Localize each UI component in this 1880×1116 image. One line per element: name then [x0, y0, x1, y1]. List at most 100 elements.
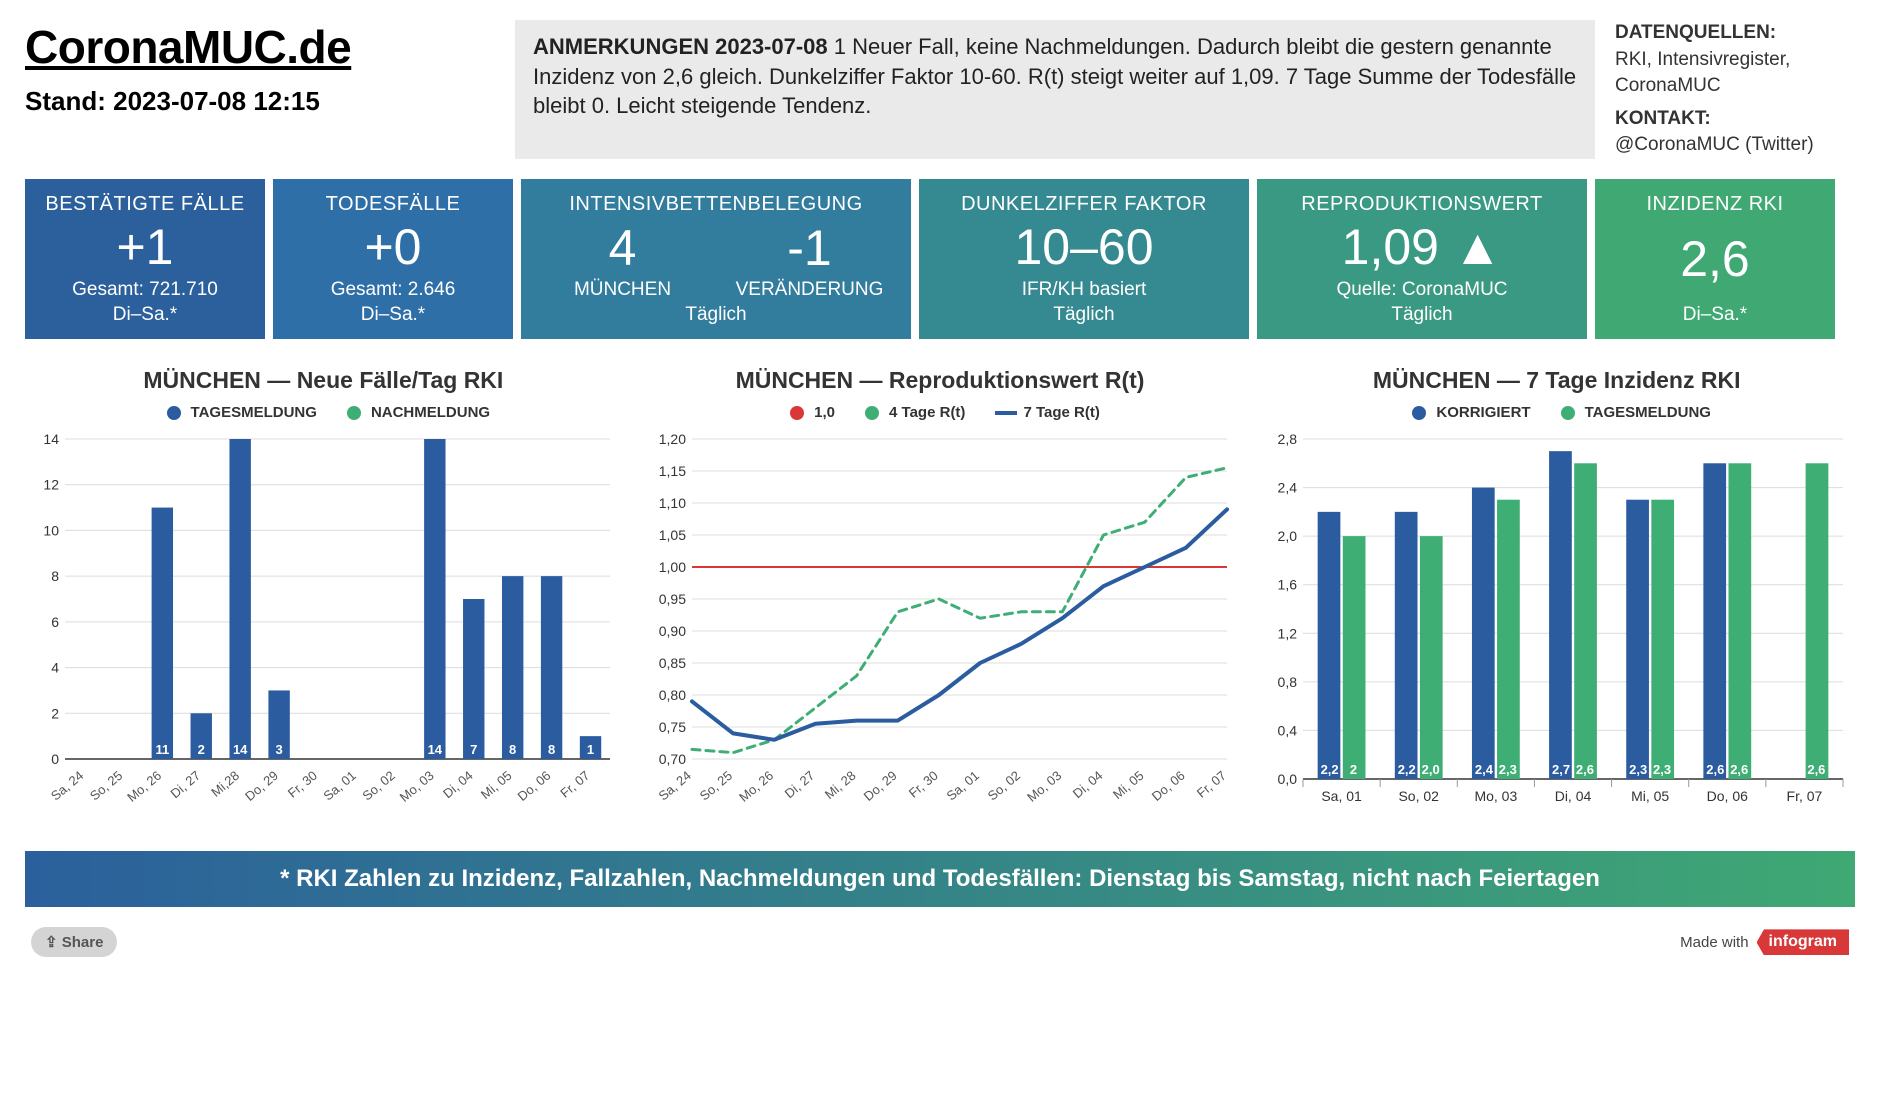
svg-text:8: 8 — [51, 568, 59, 584]
chart-rt-title: MÜNCHEN — Reproduktionswert R(t) — [642, 367, 1239, 394]
svg-text:Mo, 26: Mo, 26 — [736, 768, 776, 805]
stand-label: Stand: 2023-07-08 12:15 — [25, 86, 495, 117]
svg-text:4: 4 — [51, 660, 59, 676]
svg-text:Di, 04: Di, 04 — [1555, 788, 1592, 804]
svg-text:2,0: 2,0 — [1278, 528, 1298, 544]
svg-text:Mi, 05: Mi, 05 — [1110, 768, 1147, 802]
svg-text:0,75: 0,75 — [658, 719, 685, 735]
stat-card-1: TODESFÄLLE+0Gesamt: 2.646Di–Sa.* — [273, 179, 513, 339]
svg-text:Mo, 03: Mo, 03 — [397, 768, 437, 805]
svg-text:Do, 29: Do, 29 — [860, 768, 899, 804]
chart-rt-legend: 1,04 Tage R(t)7 Tage R(t) — [642, 404, 1239, 421]
svg-text:Di, 27: Di, 27 — [781, 768, 817, 801]
header-row: CoronaMUC.de Stand: 2023-07-08 12:15 ANM… — [25, 20, 1855, 159]
svg-text:Mo, 03: Mo, 03 — [1024, 768, 1064, 805]
stat-card-4: REPRODUKTIONSWERT1,09 ▲Quelle: CoronaMUC… — [1257, 179, 1587, 339]
svg-text:Di, 04: Di, 04 — [1069, 768, 1105, 801]
svg-text:Do, 29: Do, 29 — [242, 768, 281, 804]
svg-text:2: 2 — [1350, 762, 1357, 777]
svg-text:2,3: 2,3 — [1653, 762, 1671, 777]
infogram-logo[interactable]: infogram — [1757, 929, 1849, 955]
svg-text:1,10: 1,10 — [658, 495, 685, 511]
title-block: CoronaMUC.de Stand: 2023-07-08 12:15 — [25, 20, 495, 159]
contact-value: @CoronaMUC (Twitter) — [1615, 132, 1855, 159]
svg-text:0,8: 0,8 — [1278, 674, 1298, 690]
svg-text:2: 2 — [198, 742, 205, 757]
svg-text:0,70: 0,70 — [658, 751, 685, 767]
sources-value: RKI, Intensivregister, CoronaMUC — [1615, 47, 1855, 100]
svg-text:1,6: 1,6 — [1278, 577, 1298, 593]
chart-cases-legend: TAGESMELDUNGNACHMELDUNG — [25, 404, 622, 421]
share-icon: ⇪ — [45, 934, 58, 951]
svg-text:2,7: 2,7 — [1552, 762, 1570, 777]
sources-box: DATENQUELLEN: RKI, Intensivregister, Cor… — [1615, 20, 1855, 159]
svg-text:So, 02: So, 02 — [1399, 788, 1440, 804]
svg-text:2,6: 2,6 — [1707, 762, 1725, 777]
share-label: Share — [62, 934, 104, 951]
chart-rt: 0,700,750,800,850,900,951,001,051,101,15… — [642, 429, 1237, 829]
svg-text:8: 8 — [548, 742, 555, 757]
svg-text:2,6: 2,6 — [1808, 762, 1826, 777]
svg-text:Mi, 05: Mi, 05 — [1631, 788, 1669, 804]
svg-text:Sa, 01: Sa, 01 — [320, 768, 358, 804]
stat-card-2: INTENSIVBETTENBELEGUNG4MÜNCHEN-1VERÄNDER… — [521, 179, 911, 339]
svg-text:8: 8 — [509, 742, 516, 757]
footnote-text: * RKI Zahlen zu Inzidenz, Fallzahlen, Na… — [280, 865, 1600, 892]
svg-text:Fr, 07: Fr, 07 — [1193, 768, 1228, 801]
svg-text:0,90: 0,90 — [658, 623, 685, 639]
chart-inc: 0,00,40,81,21,62,02,42,82,22Sa, 012,22,0… — [1258, 429, 1853, 829]
svg-text:Mo, 03: Mo, 03 — [1475, 788, 1518, 804]
share-button[interactable]: ⇪ Share — [31, 927, 117, 957]
stat-card-0: BESTÄTIGTE FÄLLE+1Gesamt: 721.710Di–Sa.* — [25, 179, 265, 339]
chart-cases: 02468101214Sa, 24So, 2511Mo, 262Di, 2714… — [25, 429, 620, 829]
svg-text:So, 02: So, 02 — [984, 768, 1022, 804]
svg-text:2,6: 2,6 — [1576, 762, 1594, 777]
svg-text:Sa, 01: Sa, 01 — [1322, 788, 1363, 804]
svg-text:0: 0 — [51, 751, 59, 767]
chart-inc-legend: KORRIGIERTTAGESMELDUNG — [1258, 404, 1855, 421]
chart-cases-panel: MÜNCHEN — Neue Fälle/Tag RKI TAGESMELDUN… — [25, 367, 622, 829]
charts-row: MÜNCHEN — Neue Fälle/Tag RKI TAGESMELDUN… — [25, 367, 1855, 829]
svg-text:Sa, 01: Sa, 01 — [943, 768, 981, 804]
svg-text:2,2: 2,2 — [1398, 762, 1416, 777]
footer-row: ⇪ Share Made with infogram — [25, 927, 1855, 957]
svg-text:0,80: 0,80 — [658, 687, 685, 703]
stat-card-5: INZIDENZ RKI2,6Di–Sa.* — [1595, 179, 1835, 339]
svg-text:So, 25: So, 25 — [696, 768, 734, 804]
svg-text:Do, 06: Do, 06 — [1707, 788, 1748, 804]
svg-text:Mi, 28: Mi, 28 — [821, 768, 858, 802]
chart-inc-panel: MÜNCHEN — 7 Tage Inzidenz RKI KORRIGIERT… — [1258, 367, 1855, 829]
svg-text:2: 2 — [51, 706, 59, 722]
site-title[interactable]: CoronaMUC.de — [25, 20, 495, 74]
footnote-bar: * RKI Zahlen zu Inzidenz, Fallzahlen, Na… — [25, 851, 1855, 907]
svg-text:2,3: 2,3 — [1629, 762, 1647, 777]
svg-text:Sa, 24: Sa, 24 — [48, 768, 86, 804]
svg-text:1,15: 1,15 — [658, 463, 685, 479]
svg-text:Do, 06: Do, 06 — [1148, 768, 1187, 804]
svg-text:So, 25: So, 25 — [87, 768, 125, 804]
contact-heading: KONTAKT: — [1615, 106, 1855, 133]
svg-text:0,4: 0,4 — [1278, 723, 1298, 739]
svg-text:7: 7 — [470, 742, 477, 757]
svg-text:2,4: 2,4 — [1278, 480, 1298, 496]
svg-text:0,95: 0,95 — [658, 591, 685, 607]
svg-text:0,85: 0,85 — [658, 655, 685, 671]
madewith: Made with infogram — [1680, 929, 1849, 955]
svg-text:11: 11 — [155, 742, 169, 757]
svg-text:1,2: 1,2 — [1278, 626, 1298, 642]
svg-text:0,0: 0,0 — [1278, 771, 1298, 787]
svg-text:So, 02: So, 02 — [359, 768, 397, 804]
chart-rt-panel: MÜNCHEN — Reproduktionswert R(t) 1,04 Ta… — [642, 367, 1239, 829]
svg-text:Fr, 07: Fr, 07 — [1787, 788, 1823, 804]
svg-text:2,8: 2,8 — [1278, 431, 1298, 447]
svg-text:6: 6 — [51, 614, 59, 630]
svg-text:10: 10 — [43, 523, 59, 539]
svg-text:14: 14 — [233, 742, 248, 757]
chart-inc-title: MÜNCHEN — 7 Tage Inzidenz RKI — [1258, 367, 1855, 394]
madewith-label: Made with — [1680, 934, 1748, 951]
cards-row: BESTÄTIGTE FÄLLE+1Gesamt: 721.710Di–Sa.*… — [25, 179, 1855, 339]
svg-text:Di, 04: Di, 04 — [440, 768, 476, 801]
svg-text:2,2: 2,2 — [1321, 762, 1339, 777]
svg-text:Fr, 07: Fr, 07 — [557, 768, 592, 801]
svg-text:2,6: 2,6 — [1731, 762, 1749, 777]
